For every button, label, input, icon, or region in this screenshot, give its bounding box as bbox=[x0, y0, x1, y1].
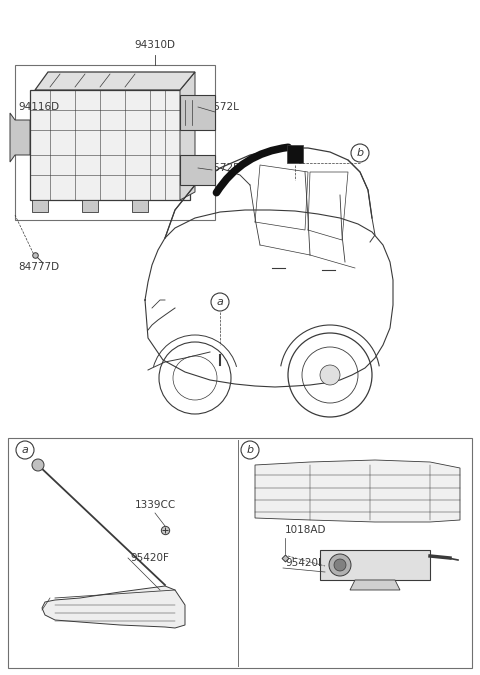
Circle shape bbox=[329, 554, 351, 576]
FancyBboxPatch shape bbox=[320, 550, 430, 580]
Circle shape bbox=[32, 459, 44, 471]
Text: 94310D: 94310D bbox=[134, 40, 176, 50]
Polygon shape bbox=[35, 72, 195, 90]
Polygon shape bbox=[350, 580, 400, 590]
Text: a: a bbox=[22, 445, 28, 455]
Bar bbox=[82, 200, 98, 212]
Text: 1018AD: 1018AD bbox=[285, 525, 326, 535]
FancyBboxPatch shape bbox=[180, 155, 215, 185]
Circle shape bbox=[320, 365, 340, 385]
Polygon shape bbox=[10, 113, 30, 162]
Text: 96572R: 96572R bbox=[200, 163, 240, 173]
Text: 95420F: 95420F bbox=[285, 558, 324, 568]
Polygon shape bbox=[180, 72, 195, 200]
Text: a: a bbox=[216, 297, 223, 307]
Text: 96572L: 96572L bbox=[200, 102, 239, 112]
Text: 95420F: 95420F bbox=[130, 553, 169, 563]
FancyBboxPatch shape bbox=[30, 90, 190, 200]
Bar bbox=[32, 200, 48, 212]
Text: 84777D: 84777D bbox=[18, 262, 59, 272]
Bar bbox=[8, 438, 472, 668]
FancyBboxPatch shape bbox=[180, 95, 215, 130]
Circle shape bbox=[334, 559, 346, 571]
FancyBboxPatch shape bbox=[287, 145, 303, 163]
Polygon shape bbox=[255, 460, 460, 522]
Bar bbox=[15, 65, 215, 220]
Text: b: b bbox=[246, 445, 253, 455]
Text: 1339CC: 1339CC bbox=[134, 500, 176, 510]
Text: b: b bbox=[357, 148, 363, 158]
Text: 94116D: 94116D bbox=[18, 102, 59, 112]
Polygon shape bbox=[42, 586, 185, 628]
Bar bbox=[132, 200, 148, 212]
